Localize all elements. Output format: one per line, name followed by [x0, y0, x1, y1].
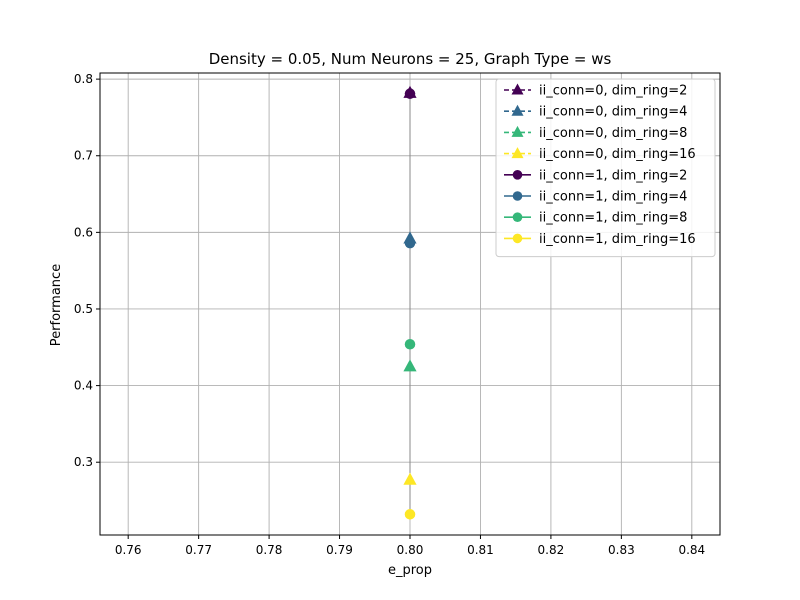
legend-label: ii_conn=1, dim_ring=8: [539, 211, 687, 226]
series-5: [404, 88, 416, 99]
y-tick-label: 0.5: [74, 302, 93, 316]
legend-label: ii_conn=0, dim_ring=4: [539, 105, 687, 120]
series-3: [403, 359, 417, 372]
x-axis-label: e_prop: [388, 563, 432, 578]
legend-entry: ii_conn=1, dim_ring=8: [504, 211, 687, 226]
y-tick-label: 0.8: [74, 72, 93, 86]
chart-title: Density = 0.05, Num Neurons = 25, Graph …: [209, 50, 612, 68]
legend-box: [495, 78, 716, 258]
legend-marker: [511, 125, 524, 137]
x-tick-label: 0.78: [256, 543, 283, 557]
legend-entry: ii_conn=0, dim_ring=8: [504, 126, 687, 141]
series-8: [404, 509, 416, 520]
y-tick-label: 0.7: [74, 149, 93, 163]
legend-entry: ii_conn=0, dim_ring=4: [504, 104, 687, 120]
legend-marker: [511, 104, 524, 116]
legend-entry: ii_conn=1, dim_ring=16: [504, 232, 696, 247]
legend-marker: [511, 83, 524, 95]
x-tick-label: 0.83: [608, 543, 635, 557]
axes: 0.76 0.77 0.78 0.79 0.80 0.81 0.82 0.83 0.84 0.3 0…: [74, 72, 721, 557]
x-tick-label: 0.79: [326, 543, 353, 557]
y-tick-label: 0.3: [74, 455, 93, 469]
legend-label: ii_conn=1, dim_ring=4: [539, 190, 687, 205]
series-7: [404, 338, 416, 350]
legend-marker: [511, 147, 524, 159]
legend-marker: [512, 191, 523, 201]
legend-entry: ii_conn=0, dim_ring=2: [504, 83, 687, 99]
data-point: [403, 472, 417, 485]
legend-entry: ii_conn=1, dim_ring=2: [504, 168, 687, 183]
data-point: [404, 237, 416, 249]
legend-marker: [512, 233, 523, 244]
data-point: [403, 359, 417, 372]
plot-area: [403, 85, 417, 520]
legend-label: ii_conn=1, dim_ring=2: [539, 168, 687, 183]
data-point: [404, 509, 416, 520]
y-tick-label: 0.6: [74, 225, 93, 239]
x-tick-label: 0.80: [397, 543, 424, 557]
series-6: [404, 237, 416, 249]
data-point: [404, 338, 416, 350]
x-tick-label: 0.77: [185, 543, 212, 557]
x-tick-label: 0.81: [467, 543, 494, 557]
x-tick-label: 0.84: [678, 543, 705, 557]
x-tick-label: 0.76: [115, 543, 142, 557]
y-tick-label: 0.4: [74, 379, 93, 393]
legend-label: ii_conn=1, dim_ring=16: [539, 232, 696, 247]
legend-entry: ii_conn=0, dim_ring=16: [504, 147, 696, 162]
legend-marker: [512, 212, 523, 222]
x-tick-label: 0.82: [538, 543, 565, 557]
series-4: [403, 472, 417, 485]
legend-entry: ii_conn=1, dim_ring=4: [504, 190, 687, 205]
legend-label: ii_conn=0, dim_ring=2: [539, 84, 687, 99]
legend-marker: [512, 170, 523, 180]
data-point: [404, 88, 416, 99]
legend-label: ii_conn=0, dim_ring=16: [539, 147, 696, 162]
y-axis-label: Performance: [49, 264, 64, 346]
legend-label: ii_conn=0, dim_ring=8: [539, 126, 687, 141]
legend: ii_conn=0, dim_ring=2 ii_conn=0, dim_ring…: [495, 78, 716, 258]
